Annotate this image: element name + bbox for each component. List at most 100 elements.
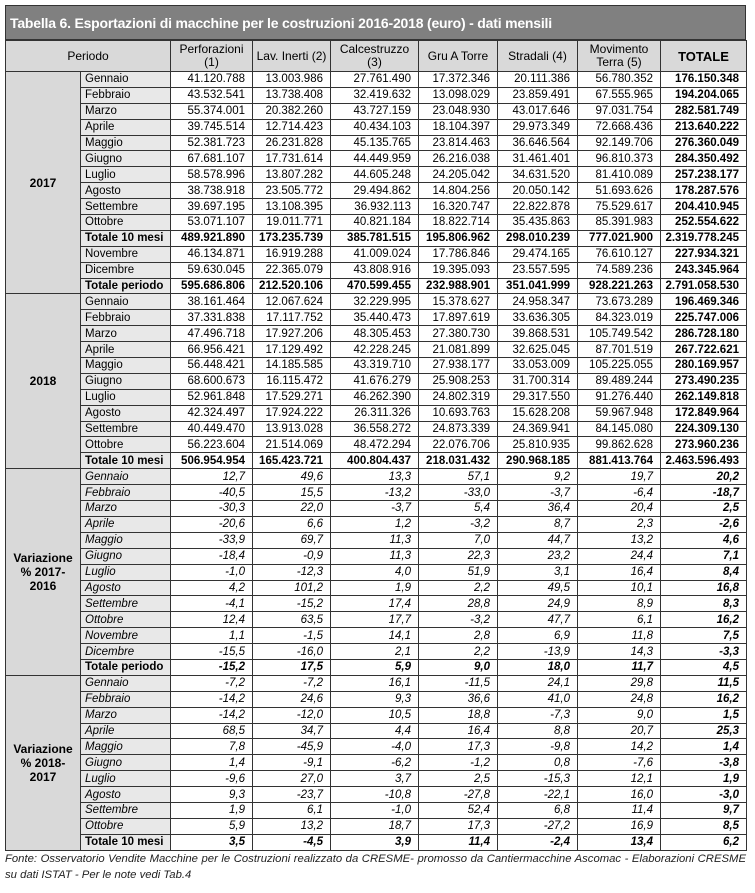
value-cell: 26.216.038	[418, 150, 498, 168]
total-row: Totale 10 mesi 3,5 -4,5 3,9 11,4 -2,4 13,4 6,2	[6, 833, 747, 851]
table-row: Ottobre 5,9 13,2 18,7 17,3 -27,2 16,9 8,5	[6, 817, 747, 835]
value-cell: 29.474.165	[497, 245, 578, 263]
value-cell: 73.673.289	[577, 293, 661, 311]
total-cell: 2,5	[660, 500, 747, 517]
value-cell: -12,3	[252, 563, 331, 581]
row-label: Marzo	[80, 706, 171, 724]
value-cell: 2,1	[330, 643, 419, 660]
section-label: 2018	[5, 293, 81, 470]
value-cell: 777.021.900	[577, 229, 661, 247]
row-label: Totale periodo	[80, 658, 171, 676]
value-cell: 16,9	[577, 817, 661, 835]
value-cell: -15,5	[170, 643, 253, 660]
value-cell: 92.149.706	[577, 134, 661, 152]
table-row: Agosto 9,3 -23,7 -10,8 -27,8 -22,1 16,0 -3,0	[6, 786, 747, 803]
table-row: Agosto 4,2 101,2 1,9 2,2 49,5 10,1 16,8	[6, 579, 747, 597]
value-cell: 26.311.326	[330, 404, 419, 422]
total-cell: 7,5	[660, 627, 747, 645]
total-cell: 16,8	[660, 579, 747, 597]
row-label: Settembre	[80, 420, 171, 438]
value-cell: 47,7	[497, 611, 578, 629]
table-row: Aprile -20,6 6,6 1,2 -3,2 8,7 2,3 -2,6	[6, 515, 747, 533]
value-cell: -45,9	[252, 738, 331, 756]
value-cell: 23.814.463	[418, 134, 498, 152]
value-cell: 41.009.024	[330, 245, 419, 263]
value-cell: 16,0	[577, 786, 661, 803]
value-cell: 2,3	[577, 515, 661, 533]
total-cell: 267.722.621	[660, 341, 747, 359]
value-cell: 75.529.617	[577, 198, 661, 216]
row-label: Febbraio	[80, 484, 171, 502]
value-cell: 85.391.983	[577, 214, 661, 231]
value-cell: 32.625.045	[497, 341, 578, 359]
total-cell: 227.934.321	[660, 245, 747, 263]
value-cell: 24.369.941	[497, 420, 578, 438]
table-row: Marzo 47.496.718 17.927.206 48.305.453 27.38…	[6, 325, 747, 343]
value-cell: -3,7	[497, 484, 578, 502]
value-cell: 96.810.373	[577, 150, 661, 168]
value-cell: -1,5	[252, 627, 331, 645]
value-cell: 3,9	[330, 833, 419, 851]
value-cell: 31.700.314	[497, 372, 578, 390]
header-movimento-terra: Movimento Terra (5)	[577, 40, 661, 72]
table-row: Maggio -33,9 69,7 11,3 7,0 44,7 13,2 4,6	[6, 531, 747, 549]
value-cell: 74.589.236	[577, 261, 661, 279]
total-cell: 1,5	[660, 706, 747, 724]
value-cell: 165.423.721	[252, 452, 331, 470]
value-cell: 17.897.619	[418, 309, 498, 327]
total-cell: 196.469.346	[660, 293, 747, 311]
value-cell: -1,2	[418, 754, 498, 772]
total-cell: 2.791.058.530	[660, 277, 747, 295]
value-cell: 44,7	[497, 531, 578, 549]
value-cell: 72.668.436	[577, 118, 661, 136]
table-row: Settembre -4,1 -15,2 17,4 28,8 24,9 8,9 8,3	[6, 595, 747, 613]
value-cell: 43.017.646	[497, 102, 578, 120]
value-cell: 84.145.080	[577, 420, 661, 438]
value-cell: 400.804.437	[330, 452, 419, 470]
value-cell: 6,9	[497, 627, 578, 645]
value-cell: 69,7	[252, 531, 331, 549]
value-cell: 19,7	[577, 468, 661, 486]
value-cell: 33.636.305	[497, 309, 578, 327]
value-cell: 23,2	[497, 547, 578, 565]
value-cell: 24,1	[497, 674, 578, 692]
value-cell: 105.225.055	[577, 357, 661, 374]
value-cell: 34.631.520	[497, 166, 578, 184]
table-row: 2018 Gennaio 38.161.464 12.067.624 32.229.99…	[5, 293, 747, 470]
table-row: Giugno -18,4 -0,9 11,3 22,3 23,2 24,4 7,1	[6, 547, 747, 565]
value-cell: -30,3	[170, 500, 253, 517]
value-cell: 17,7	[330, 611, 419, 629]
value-cell: 24.205.042	[418, 166, 498, 184]
value-cell: 56.780.352	[577, 71, 661, 88]
row-label: Settembre	[80, 595, 171, 613]
value-cell: -18,4	[170, 547, 253, 565]
value-cell: 928.221.263	[577, 277, 661, 295]
row-label: Luglio	[80, 563, 171, 581]
header-lav-inerti: Lav. Inerti (2)	[252, 40, 331, 72]
table-container: Tabella 6. Esportazioni di macchine per …	[5, 5, 747, 851]
value-cell: 39.697.195	[170, 198, 253, 216]
exports-table: Periodo Perforazioni (1) Lav. Inerti (2)…	[5, 40, 747, 851]
row-label: Totale 10 mesi	[80, 833, 171, 851]
header-gru-a-torre: Gru A Torre	[418, 40, 498, 72]
value-cell: 13,3	[330, 468, 419, 486]
value-cell: 11,7	[577, 658, 661, 676]
value-cell: 12.067.624	[252, 293, 331, 311]
row-label: Maggio	[80, 738, 171, 756]
value-cell: 38.161.464	[170, 293, 253, 311]
table-row: Giugno 68.600.673 16.115.472 41.676.279 25.9…	[6, 372, 747, 390]
row-label: Totale 10 mesi	[80, 452, 171, 470]
value-cell: -11,5	[418, 674, 498, 692]
value-cell: 101,2	[252, 579, 331, 597]
value-cell: 16,4	[418, 722, 498, 740]
value-cell: 232.988.901	[418, 277, 498, 295]
value-cell: -40,5	[170, 484, 253, 502]
value-cell: 17,3	[418, 738, 498, 756]
table-row: Maggio 52.381.723 26.231.828 45.135.765 23.8…	[6, 134, 747, 152]
value-cell: 46.262.390	[330, 388, 419, 406]
table-row: Variazione % 2018-2017 Gennaio -7,2 -7,2 16,…	[5, 674, 747, 851]
value-cell: -6,4	[577, 484, 661, 502]
value-cell: -3,2	[418, 611, 498, 629]
value-cell: 24.958.347	[497, 293, 578, 311]
value-cell: 11,3	[330, 547, 419, 565]
